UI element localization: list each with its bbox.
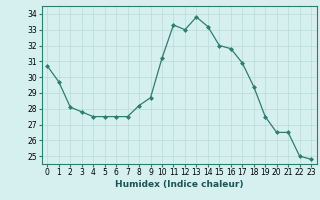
X-axis label: Humidex (Indice chaleur): Humidex (Indice chaleur) — [115, 180, 244, 189]
